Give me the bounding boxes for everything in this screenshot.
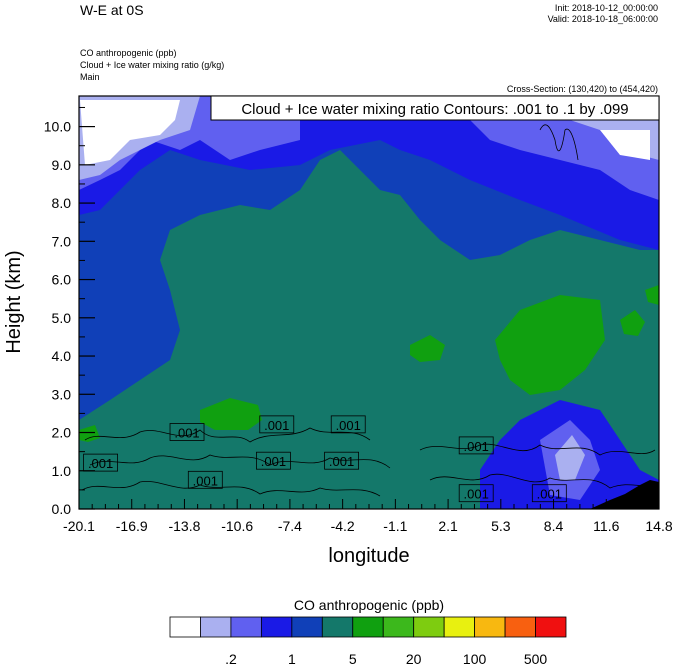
x-tick-label: 11.6: [593, 518, 619, 534]
cross-section-label: Cross-Section: (130,420) to (454,420): [506, 84, 658, 94]
colorbar-swatch: [260, 616, 293, 638]
contour-label-box: [187, 470, 223, 489]
x-tick-label: 5.3: [491, 518, 511, 534]
y-tick-label: 9.0: [52, 157, 72, 173]
colorbar: [169, 616, 567, 638]
colorbar-swatch: [535, 616, 567, 638]
field-green-patch-1: [200, 398, 262, 430]
colorbar-swatch: [200, 616, 232, 638]
contour-label: .001: [336, 418, 361, 433]
y-tick-label: 6.0: [52, 272, 72, 288]
contour-label-box: [259, 415, 295, 434]
field-green-patch-4: [620, 310, 645, 336]
contour-label-box: [330, 415, 366, 434]
x-tick-label: -4.2: [331, 518, 355, 534]
x-tick-label: 2.1: [438, 518, 458, 534]
field-green-patch-5: [645, 285, 659, 305]
y-tick-label: 1.0: [52, 463, 72, 479]
field-green-patch-3: [495, 295, 605, 395]
valid-time: Valid: 2018-10-18_06:00:00: [547, 14, 658, 24]
x-tick-label: -13.8: [168, 518, 200, 534]
x-tick-label: -1.1: [383, 518, 407, 534]
colorbar-label: .2: [225, 651, 237, 667]
contour-title-box: [210, 95, 660, 121]
colorbar-swatch: [169, 616, 201, 638]
x-axis-label: longitude: [328, 545, 409, 567]
contour-label-box: [256, 451, 291, 470]
cloud-contours: [81, 124, 656, 497]
x-tick-label: -10.6: [221, 518, 253, 534]
x-axis-ticks: -20.1 -16.9 -13.8 -10.6 -7.4 -4.2 -1.1 2.1 5.3 8.…: [63, 499, 673, 534]
y-tick-label: 5.0: [52, 310, 72, 326]
contour-label: .001: [464, 487, 489, 502]
y-tick-label: 7.0: [52, 233, 72, 249]
colorbar-label: 500: [524, 651, 548, 667]
colorbar-swatch: [382, 616, 415, 638]
y-tick-label: 4.0: [52, 348, 72, 364]
x-tick-label: -7.4: [278, 518, 302, 534]
colorbar-label: 20: [406, 651, 422, 667]
contour-label: .001: [264, 418, 289, 433]
x-tick-label: -16.9: [116, 518, 148, 534]
colorbar-swatch: [413, 616, 445, 638]
y-axis-ticks: 0.0 1.0 2.0 3.0 4.0 5.0 6.0 7.0 8.0 9.0 10.0: [44, 106, 95, 517]
y-tick-label: 2.0: [52, 425, 72, 441]
colorbar-swatch: [474, 616, 506, 638]
field-main-label: Main: [80, 72, 100, 82]
init-time: Init: 2018-10-12_00:00:00: [554, 3, 658, 13]
colorbar-label: 100: [463, 651, 487, 667]
contour-label: .001: [88, 456, 113, 471]
colorbar-swatch: [291, 616, 323, 638]
colorbar-swatch: [443, 616, 476, 638]
field-white-right: [600, 130, 650, 160]
contour-label: .001: [537, 487, 562, 502]
y-tick-label: 3.0: [52, 386, 72, 402]
colorbar-swatch: [321, 616, 354, 638]
contour-label-box: [324, 451, 359, 470]
field-co-label: CO anthropogenic (ppb): [80, 48, 177, 58]
x-tick-label: 8.4: [544, 518, 564, 534]
contour-label: .001: [464, 439, 489, 454]
colorbar-swatch: [230, 616, 262, 638]
field-green-patch-6: [79, 425, 100, 442]
contour-label-box: [531, 484, 567, 503]
field-white: [80, 100, 180, 165]
contour-label-box: [83, 453, 119, 472]
contour-label: .001: [174, 426, 199, 441]
x-tick-label: -20.1: [63, 518, 95, 534]
colorbar-swatch: [504, 616, 536, 638]
colorbar-swatch: [352, 616, 384, 638]
plot-title: W-E at 0S: [80, 2, 144, 18]
contour-label-box: [458, 436, 494, 455]
contour-label: .001: [261, 454, 286, 469]
contour-labels: .001 .001 .001 .001 .001 .001 .001 .001 .001 .001: [83, 415, 567, 503]
contour-label: .001: [193, 473, 218, 488]
contour-title: Cloud + Ice water mixing ratio Contours:…: [241, 101, 628, 118]
contour-label: .001: [329, 454, 354, 469]
y-tick-label: 0.0: [52, 501, 72, 517]
y-axis-label: Height (km): [3, 250, 25, 353]
y-tick-label: 8.0: [52, 195, 72, 211]
colorbar-labels: .2 1 5 20 100 500: [225, 651, 547, 667]
y-tick-label: 10.0: [44, 119, 71, 135]
contour-label-box: [458, 484, 494, 503]
colorbar-title: CO anthropogenic (ppb): [294, 597, 444, 613]
field-green-patch-2: [410, 335, 445, 362]
filled-contours: [79, 96, 659, 509]
colorbar-label: 5: [349, 651, 357, 667]
colorbar-label: 1: [288, 651, 296, 667]
field-light-blue-low: [555, 435, 585, 480]
x-tick-label: 14.8: [645, 518, 672, 534]
contour-label-box: [169, 423, 205, 441]
terrain: [590, 480, 659, 509]
field-cloud-label: Cloud + Ice water mixing ratio (g/kg): [80, 60, 225, 70]
